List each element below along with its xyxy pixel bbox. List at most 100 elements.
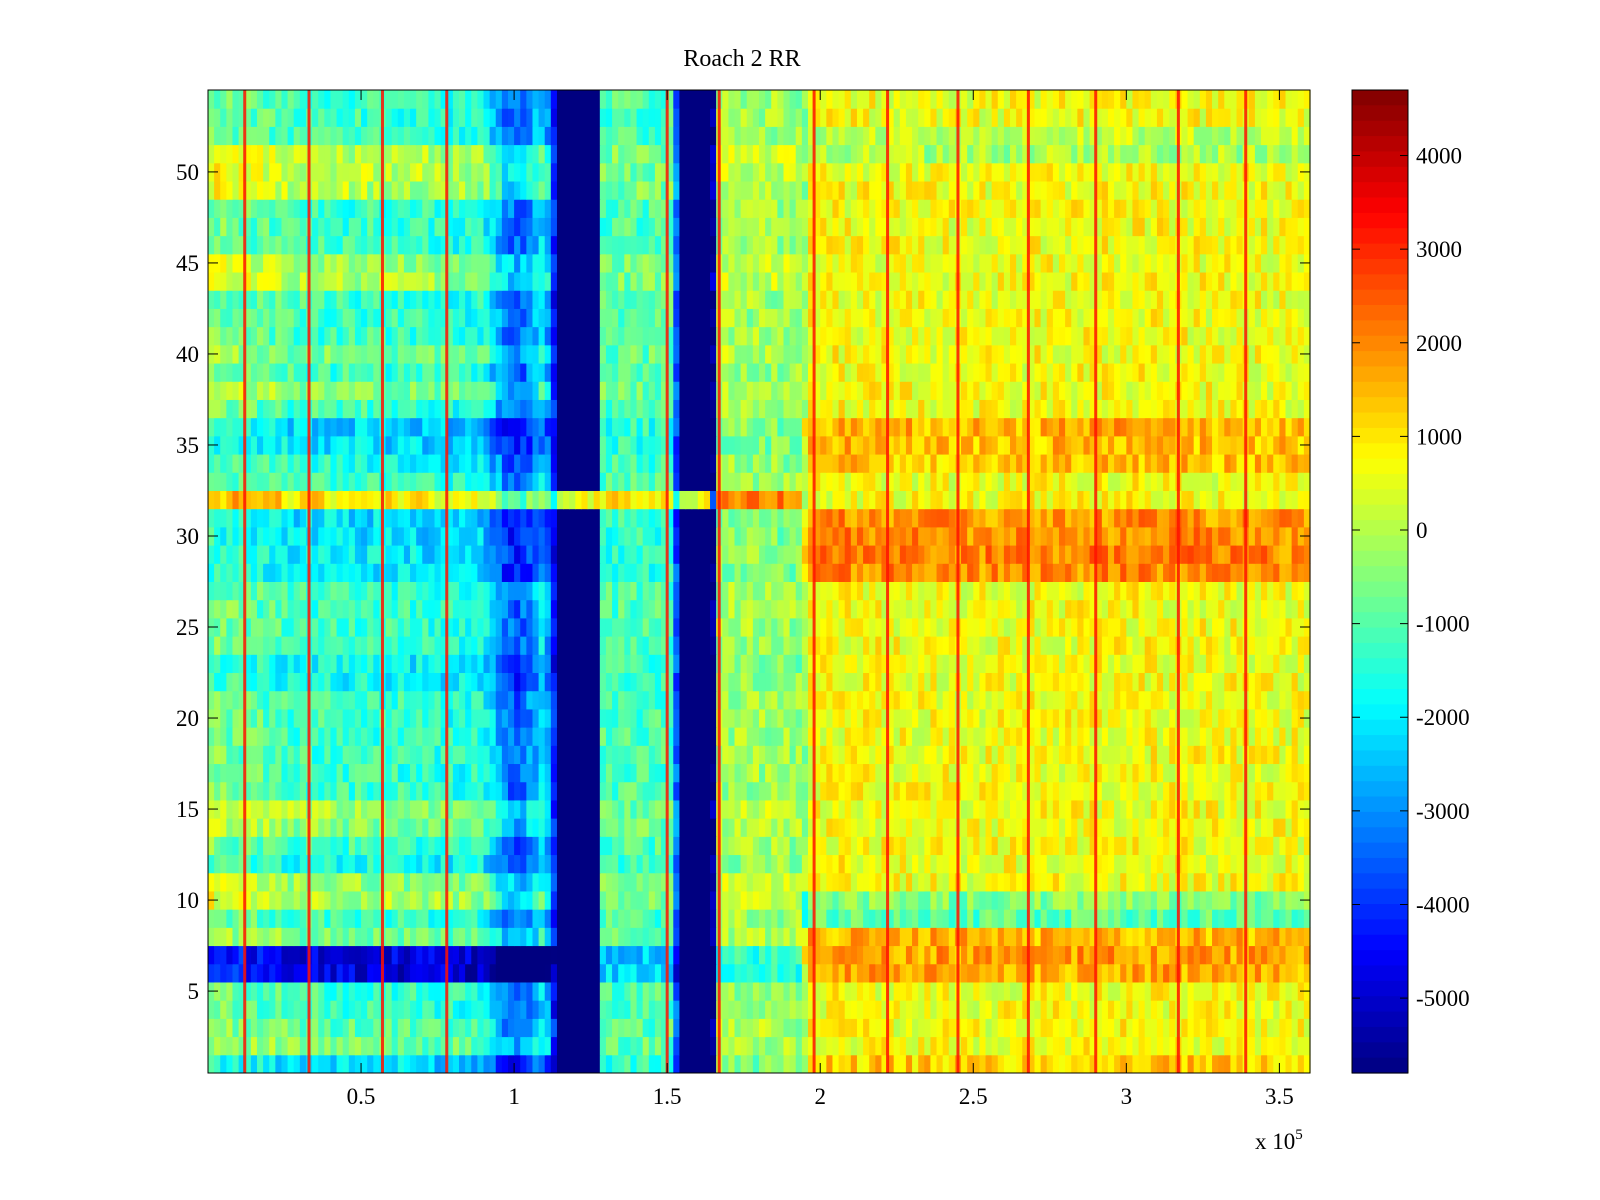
heatmap-cell [1053,745,1060,764]
heatmap-cell [343,636,350,655]
heatmap-cell [624,618,631,637]
heatmap-cell [1249,727,1256,746]
heatmap-cell [1286,891,1293,910]
heatmap-cell [618,873,625,892]
heatmap-cell [496,927,503,946]
heatmap-cell [294,818,301,837]
heatmap-cell [851,691,858,710]
heatmap-cell [422,891,429,910]
heatmap-cell [1016,673,1023,692]
heatmap-cell [728,873,735,892]
heatmap-cell [410,1018,417,1037]
heatmap-cell [686,673,693,692]
heatmap-cell [1286,1037,1293,1056]
heatmap-cell [1047,982,1054,1001]
heatmap-cell [1181,745,1188,764]
heatmap-cell [1059,709,1066,728]
heatmap-cell [1224,636,1231,655]
heatmap-cell [802,618,809,637]
heatmap-cell [563,873,570,892]
heatmap-cell [973,563,980,582]
heatmap-cell [1237,800,1244,819]
heatmap-cell [337,946,344,965]
heatmap-cell [343,873,350,892]
heatmap-cell [361,982,368,1001]
heatmap-cell [373,764,380,783]
heatmap-cell [845,873,852,892]
heatmap-cell [1132,764,1139,783]
heatmap-cell [1004,782,1011,801]
heatmap-cell [324,873,331,892]
heatmap-cell [747,1000,754,1019]
heatmap-cell [1194,600,1201,619]
heatmap-cell [1053,636,1060,655]
heatmap-cell [508,800,515,819]
heatmap-cell [508,818,515,837]
heatmap-cell [386,673,393,692]
heatmap-cell [398,1018,405,1037]
heatmap-cell [502,636,509,655]
heatmap-cell [1108,855,1115,874]
heatmap-cell [1212,1018,1219,1037]
heatmap-cell [612,709,619,728]
heatmap-cell [918,618,925,637]
heatmap-cell [294,873,301,892]
heatmap-cell [208,818,215,837]
heatmap-cell [894,727,901,746]
heatmap-cell [551,1037,558,1056]
heatmap-cell [912,764,919,783]
heatmap-cell [1126,673,1133,692]
heatmap-cell [1169,1000,1176,1019]
heatmap-cell [851,745,858,764]
heatmap-cell [986,1037,993,1056]
heatmap-cell [569,909,576,928]
heatmap-cell [226,1037,233,1056]
heatmap-cell [484,927,491,946]
heatmap-cell [1151,927,1158,946]
heatmap-cell [294,654,301,673]
heatmap-cell [759,1000,766,1019]
heatmap-cell [257,582,264,601]
heatmap-cell [777,727,784,746]
heatmap-cell [428,745,435,764]
heatmap-cell [502,927,509,946]
heatmap-cell [1188,636,1195,655]
heatmap-cell [392,927,399,946]
heatmap-cell [802,836,809,855]
heatmap-cell [557,563,564,582]
heatmap-cell [416,891,423,910]
heatmap-cell [826,1055,833,1074]
heatmap-cell [912,818,919,837]
heatmap-cell [1249,909,1256,928]
heatmap-cell [416,927,423,946]
heatmap-cell [832,891,839,910]
heatmap-cell [257,818,264,837]
heatmap-cell [281,582,288,601]
heatmap-cell [826,745,833,764]
heatmap-cell [1157,800,1164,819]
heatmap-cell [1047,1000,1054,1019]
heatmap-cell [735,582,742,601]
heatmap-cell [337,909,344,928]
heatmap-cell [594,1055,601,1074]
heatmap-cell [624,1055,631,1074]
heatmap-cell [416,873,423,892]
heatmap-cell [428,1055,435,1074]
heatmap-cell [1053,946,1060,965]
heatmap-cell [208,1000,215,1019]
heatmap-cell [943,727,950,746]
heatmap-cell [569,764,576,783]
heatmap-cell [1157,855,1164,874]
heatmap-cell [630,946,637,965]
heatmap-cell [337,818,344,837]
heatmap-cell [600,600,607,619]
heatmap-cell [637,582,644,601]
heatmap-cell [673,909,680,928]
heatmap-cell [679,1055,686,1074]
heatmap-cell [790,891,797,910]
heatmap-cell [1218,800,1225,819]
heatmap-cell [686,764,693,783]
heatmap-cell [226,709,233,728]
heatmap-cell [618,745,625,764]
heatmap-cell [1279,782,1286,801]
